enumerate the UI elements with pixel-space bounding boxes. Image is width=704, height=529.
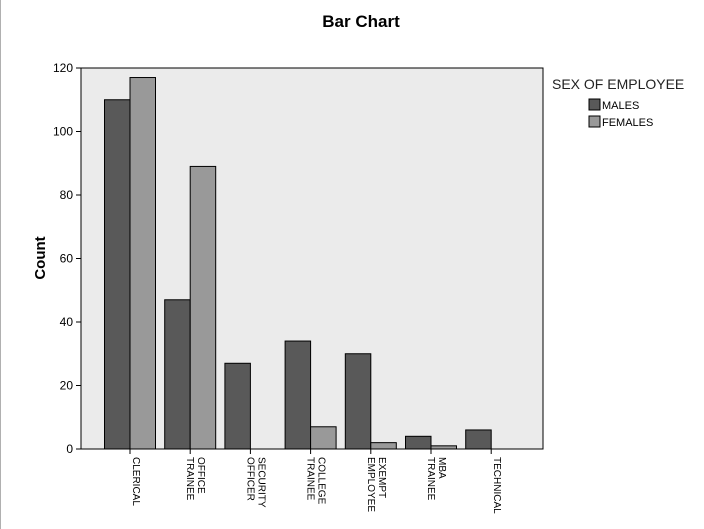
x-category-label: COLLEGETRAINEE <box>305 457 327 505</box>
y-tick-label: 100 <box>53 125 73 139</box>
x-category-label: SECURITYOFFICER <box>244 457 266 508</box>
bars <box>104 77 492 450</box>
x-category-label: TECHNICAL <box>491 457 502 514</box>
bar-females <box>430 445 457 450</box>
y-axis: 0 20 40 60 80 100 120 <box>53 61 81 456</box>
x-axis: CLERICAL OFFICETRAINEE SECURITYOFFICER COLL… <box>129 449 502 514</box>
bar-males <box>344 353 372 450</box>
y-tick-label: 80 <box>60 188 74 202</box>
legend-title: SEX OF EMPLOYEE <box>552 76 684 92</box>
legend-label-males: MALES <box>602 100 639 112</box>
bar-males <box>405 435 432 450</box>
y-tick-label: 120 <box>53 61 73 75</box>
legend-swatch-females <box>588 115 601 128</box>
legend-label-females: FEMALES <box>602 117 653 129</box>
bar-females <box>370 442 397 450</box>
x-category-label: EXEMPTEMPLOYEE <box>365 457 387 512</box>
y-tick-label: 40 <box>60 315 74 329</box>
bar-males <box>164 299 191 450</box>
x-category-label: OFFICETRAINEE <box>184 457 206 501</box>
y-axis-label: Count <box>32 236 49 279</box>
legend: SEX OF EMPLOYEE MALES FEMALES <box>552 76 684 129</box>
bar-males <box>104 99 131 450</box>
bar-males <box>224 362 251 450</box>
x-category-label: MBATRAINEE <box>425 457 447 501</box>
y-tick-label: 60 <box>60 252 74 266</box>
chart-title: Bar Chart <box>322 12 400 31</box>
window-edge <box>0 0 1 529</box>
bar-males <box>284 340 312 450</box>
plot-area <box>80 67 544 450</box>
bar-females <box>129 77 156 450</box>
bar-females <box>189 165 217 450</box>
bar-males <box>465 429 492 450</box>
bar-females <box>310 426 337 450</box>
x-category-label: CLERICAL <box>130 457 141 506</box>
legend-swatch-males <box>588 98 601 111</box>
y-tick-label: 20 <box>60 379 74 393</box>
y-tick-label: 0 <box>66 442 73 456</box>
